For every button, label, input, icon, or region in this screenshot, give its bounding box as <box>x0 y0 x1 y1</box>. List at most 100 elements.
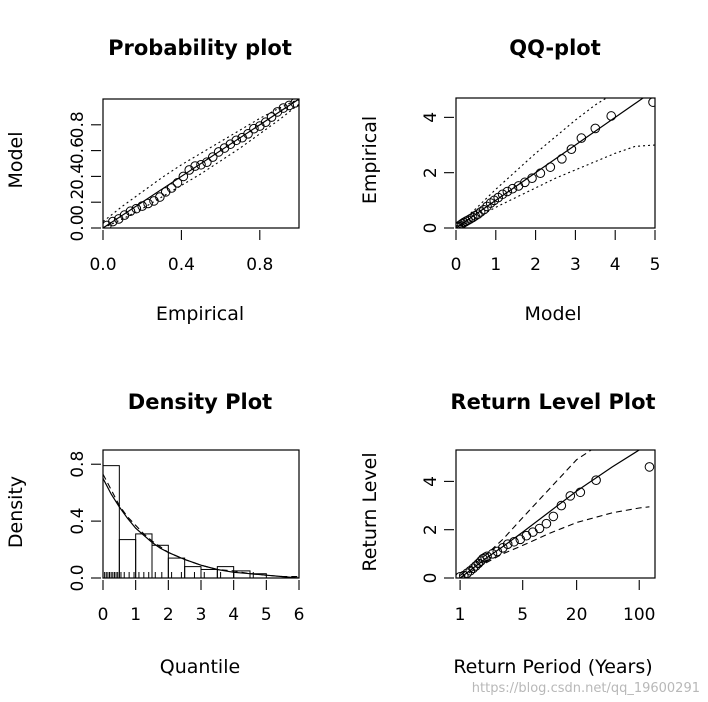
data-point <box>260 117 271 128</box>
series-line-dashed <box>103 473 299 578</box>
data-point <box>575 487 586 498</box>
data-point <box>534 523 545 534</box>
series-line-dotted <box>456 98 608 228</box>
x-tick-label: 20 <box>566 605 588 625</box>
data-point <box>502 539 513 549</box>
x-tick-label: 5 <box>261 605 272 625</box>
data-point <box>497 189 508 200</box>
y-tick-label: 2 <box>421 524 441 535</box>
plot-area-probability: 0.0 0.4 0.80.00.20.40.60.8 <box>68 98 300 275</box>
data-point <box>266 112 277 122</box>
data-point <box>131 203 142 214</box>
data-point <box>125 206 136 217</box>
x-tick-label: 1 <box>130 605 141 625</box>
x-tick-label: 1 <box>490 255 501 275</box>
data-point <box>463 215 473 226</box>
plot-area-qq: 0 1 2 3 4 5 0 2 4 <box>421 97 661 275</box>
data-point <box>541 518 552 529</box>
data-point <box>535 168 546 179</box>
data-point <box>644 462 655 472</box>
data-point <box>566 144 577 154</box>
plot-frame <box>455 449 656 579</box>
data-point <box>207 152 218 162</box>
data-point <box>648 98 655 107</box>
x-axis-label: Quantile <box>160 656 240 678</box>
data-point <box>482 201 492 212</box>
data-point <box>155 192 165 202</box>
chart-title: Return Level Plot <box>450 390 655 414</box>
y-tick-label: 2 <box>421 167 441 178</box>
y-tick-label: 4 <box>421 112 441 123</box>
data-point <box>465 565 476 576</box>
data-point <box>565 491 576 501</box>
plot-frame <box>102 449 300 579</box>
data-point <box>479 204 489 215</box>
x-tick-label: 5 <box>517 605 528 625</box>
data-point <box>591 475 601 485</box>
chart-title: Probability plot <box>108 36 292 60</box>
x-tick-label: 0.0 <box>89 255 116 275</box>
data-point <box>556 500 567 511</box>
data-point <box>284 100 295 111</box>
data-point <box>456 222 462 228</box>
y-tick-label: 0.8 <box>68 451 88 478</box>
y-axis-label: Return Level <box>359 452 381 571</box>
watermark-text: https://blog.csdn.net/qq_19600291 <box>472 681 700 696</box>
x-tick-label: 0.4 <box>168 255 195 275</box>
data-point <box>590 123 601 134</box>
data-point <box>465 214 476 224</box>
chart-title: QQ-plot <box>509 36 601 60</box>
y-tick-label: 0.0 <box>68 564 88 591</box>
data-point <box>462 568 472 578</box>
x-tick-label: 1 <box>455 605 466 625</box>
y-axis-label: Density <box>5 476 27 548</box>
series-line-solid <box>103 478 299 578</box>
x-tick-label: 0.8 <box>246 255 273 275</box>
x-tick-label: 0 <box>451 255 462 275</box>
data-point <box>202 157 212 168</box>
data-point <box>509 536 519 547</box>
series-line-dotted <box>456 144 655 228</box>
x-tick-label: 100 <box>623 605 655 625</box>
series-line-solid <box>459 450 641 578</box>
y-tick-label: 0.6 <box>68 137 88 164</box>
panel-probability-plot: Probability plot Empirical Model 0.0 0.4 0… <box>5 36 300 325</box>
series-line-dotted <box>103 99 299 223</box>
y-tick-label: 0 <box>421 223 441 234</box>
data-point <box>606 111 617 121</box>
x-axis-label: Empirical <box>156 303 244 325</box>
y-tick-label: 0.4 <box>68 508 88 535</box>
x-tick-label: 2 <box>530 255 541 275</box>
x-tick-label: 2 <box>163 605 174 625</box>
data-point <box>243 129 253 139</box>
y-tick-label: 0 <box>421 573 441 584</box>
data-point <box>576 133 587 143</box>
plot-frame <box>455 97 656 229</box>
data-point <box>196 159 206 170</box>
series-line-dashed <box>459 506 650 578</box>
x-axis-label: Return Period (Years) <box>453 656 652 678</box>
y-tick-label: 0.8 <box>68 111 88 138</box>
x-tick-label: 5 <box>650 255 661 275</box>
data-point <box>485 198 496 208</box>
data-point <box>487 549 498 559</box>
histogram-bar <box>184 566 202 578</box>
data-point <box>548 511 559 522</box>
data-point <box>527 173 537 184</box>
series-line-dotted <box>103 103 299 228</box>
data-point <box>471 561 481 571</box>
data-point <box>249 123 259 134</box>
histogram-bar <box>167 557 186 578</box>
data-point <box>231 135 242 146</box>
histogram-bar <box>118 539 137 578</box>
y-tick-label: 0.2 <box>68 189 88 216</box>
x-axis-label: Model <box>524 303 581 325</box>
data-point <box>108 216 118 227</box>
x-tick-label: 4 <box>228 605 239 625</box>
y-tick-label: 0.4 <box>68 163 88 190</box>
y-axis-label: Model <box>5 131 27 188</box>
histogram-bar <box>200 568 218 578</box>
data-point <box>498 543 508 553</box>
data-point <box>507 183 518 194</box>
series-line-solid <box>103 99 299 228</box>
